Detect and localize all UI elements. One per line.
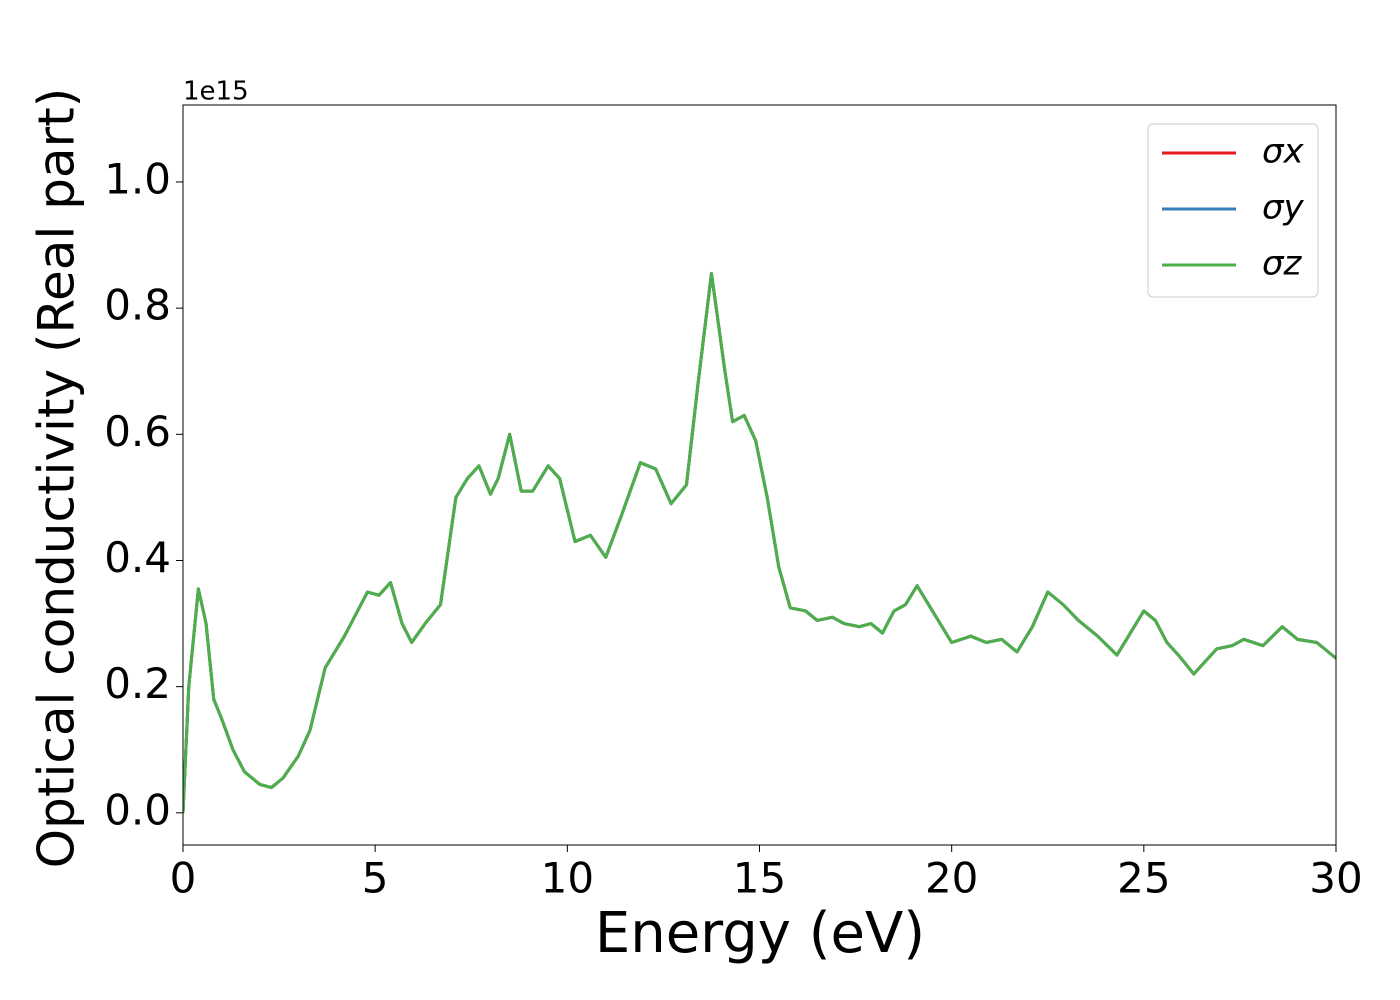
legend-label: σy <box>1262 188 1305 228</box>
x-tick-label: 30 <box>1309 854 1362 903</box>
x-tick-label: 10 <box>541 854 594 903</box>
legend-label: σz <box>1262 244 1303 284</box>
x-tick-label: 0 <box>170 854 197 903</box>
x-tick-label: 20 <box>925 854 978 903</box>
y-tick-label: 0.0 <box>104 785 171 834</box>
y-tick-label: 0.8 <box>104 281 171 330</box>
y-tick-label: 0.4 <box>104 533 171 582</box>
x-tick-label: 5 <box>362 854 389 903</box>
legend-label: σx <box>1262 132 1305 172</box>
y-axis-label: Optical conductivity (Real part) <box>28 88 86 869</box>
y-tick-label: 0.6 <box>104 407 171 456</box>
series-line <box>183 271 1336 813</box>
y-tick-label: 1.0 <box>104 154 171 203</box>
series-line <box>183 271 1336 813</box>
plot-frame <box>182 104 1337 846</box>
x-tick-label: 25 <box>1117 854 1170 903</box>
x-tick-label: 15 <box>733 854 786 903</box>
y-tick-label: 0.2 <box>104 659 171 708</box>
y-offset-label: 1e15 <box>183 77 249 107</box>
x-axis-label: Energy (eV) <box>595 901 925 966</box>
series-line <box>183 271 1336 813</box>
